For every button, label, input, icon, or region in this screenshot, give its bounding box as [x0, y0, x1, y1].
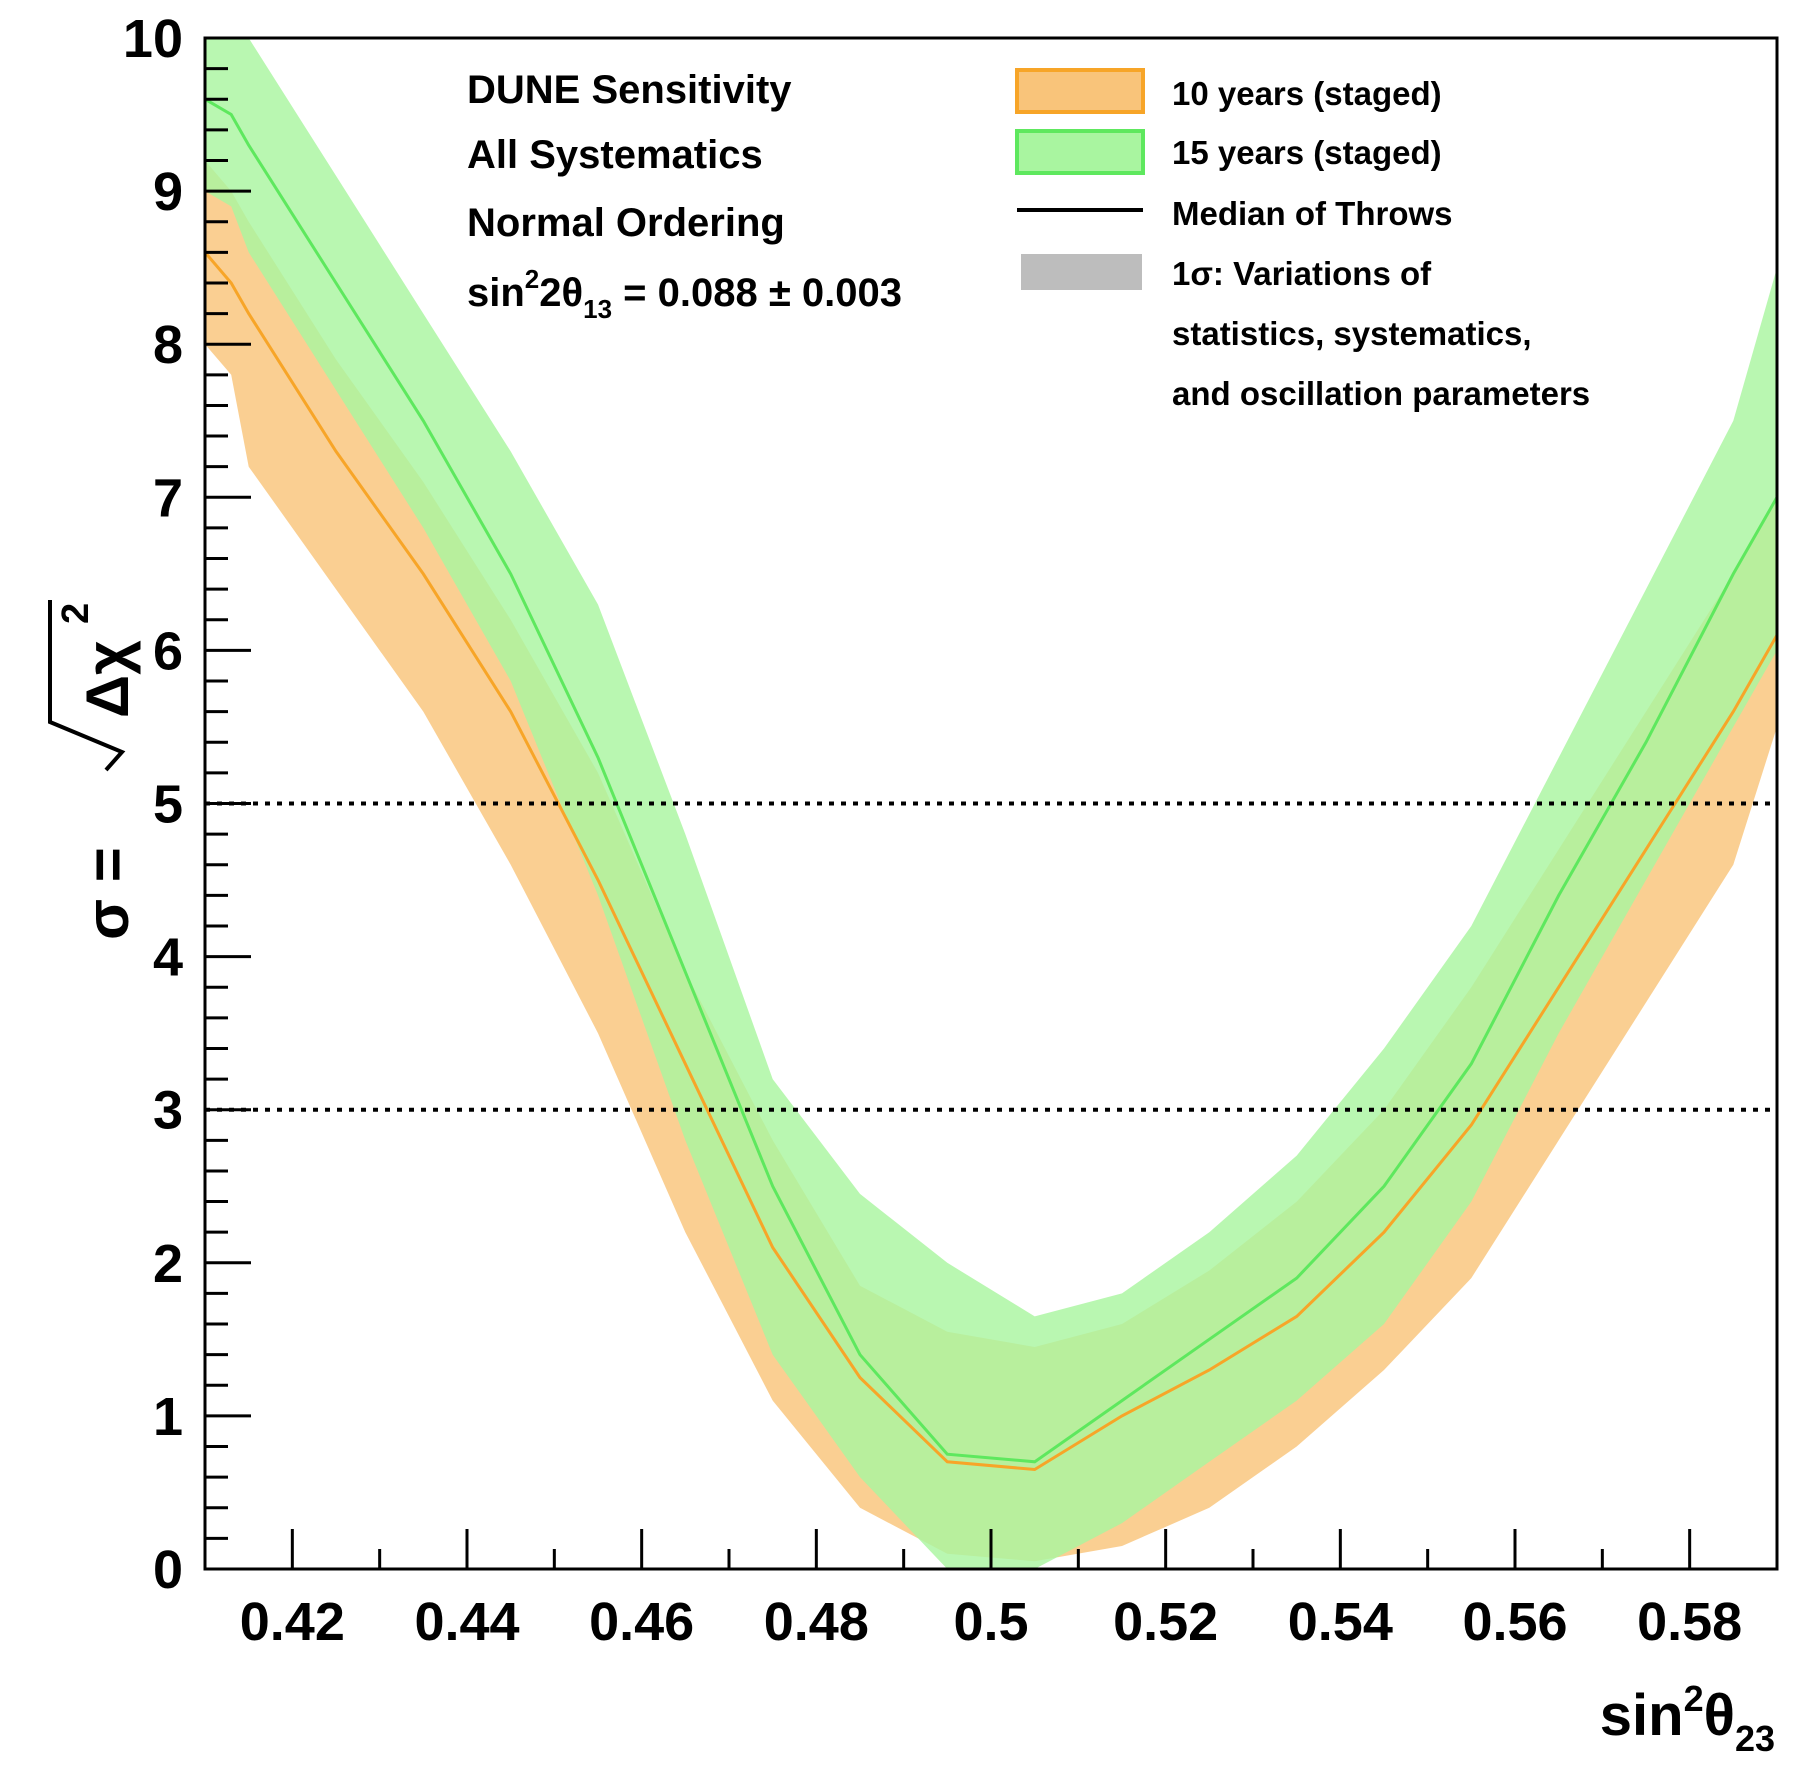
legend: 10 years (staged) 15 years (staged) Medi… — [1015, 68, 1590, 412]
legend-band-note-1: 1σ: Variations of — [1172, 255, 1432, 292]
tick-labels-layer: 0.42 0.44 0.46 0.48 0.5 0.52 0.54 0.56 0.58 0 1 2 3 4… — [123, 9, 1742, 1652]
y-tick-label: 3 — [153, 1081, 183, 1141]
annotation-ordering: Normal Ordering — [467, 201, 785, 245]
y-axis-title-radicand: Δχ — [74, 640, 141, 718]
y-tick-label: 8 — [153, 315, 183, 375]
y-tick-label: 10 — [123, 9, 183, 69]
legend-band-note-2: statistics, systematics, — [1172, 315, 1532, 352]
legend-band-note-3: and oscillation parameters — [1172, 375, 1590, 412]
medians-layer — [203, 97, 1779, 1472]
plot-frame — [203, 36, 1779, 1571]
y-tick-label: 9 — [153, 162, 183, 222]
y-tick-label: 4 — [153, 928, 183, 988]
y-axis-title-sup: 2 — [55, 603, 97, 624]
x-tick-label: 0.42 — [240, 1592, 345, 1652]
annotation-systematics: All Systematics — [467, 133, 763, 177]
ticks-layer — [203, 36, 1779, 1571]
legend-label-median: Median of Throws — [1172, 195, 1453, 232]
legend-swatch-10yr — [1015, 68, 1145, 114]
annotation-theta13: sin22θ13 = 0.088 ± 0.003 — [467, 264, 902, 324]
x-tick-label: 0.44 — [414, 1592, 519, 1652]
y-tick-label: 6 — [153, 621, 183, 681]
legend-label-10yr: 10 years (staged) — [1172, 75, 1442, 112]
x-tick-label: 0.54 — [1288, 1592, 1393, 1652]
y-tick-label: 5 — [153, 775, 183, 835]
x-tick-label: 0.58 — [1637, 1592, 1742, 1652]
x-tick-label: 0.46 — [589, 1592, 694, 1652]
legend-label-15yr: 15 years (staged) — [1172, 134, 1442, 171]
y-tick-label: 2 — [153, 1234, 183, 1294]
y-tick-label: 0 — [153, 1540, 183, 1600]
y-axis-title: σ = Δχ 2 — [48, 600, 141, 940]
x-tick-label: 0.5 — [953, 1592, 1028, 1652]
reference-lines-layer — [205, 801, 1777, 1112]
x-tick-label: 0.56 — [1462, 1592, 1567, 1652]
y-axis-title-lhs: σ = — [74, 847, 141, 940]
median-line-15-years-staged — [204, 97, 1779, 1464]
median-line-10-years-staged — [203, 251, 1779, 1472]
y-tick-label: 7 — [153, 468, 183, 528]
y-axis-radical-sign — [48, 600, 126, 772]
x-tick-label: 0.48 — [764, 1592, 869, 1652]
legend-swatch-band — [1021, 254, 1142, 290]
x-tick-label: 0.52 — [1113, 1592, 1218, 1652]
legend-swatch-15yr — [1015, 129, 1145, 175]
annotation-title: DUNE Sensitivity — [467, 68, 792, 112]
y-tick-label: 1 — [153, 1387, 183, 1447]
x-axis-title: sin2θ23 — [1600, 1678, 1775, 1759]
